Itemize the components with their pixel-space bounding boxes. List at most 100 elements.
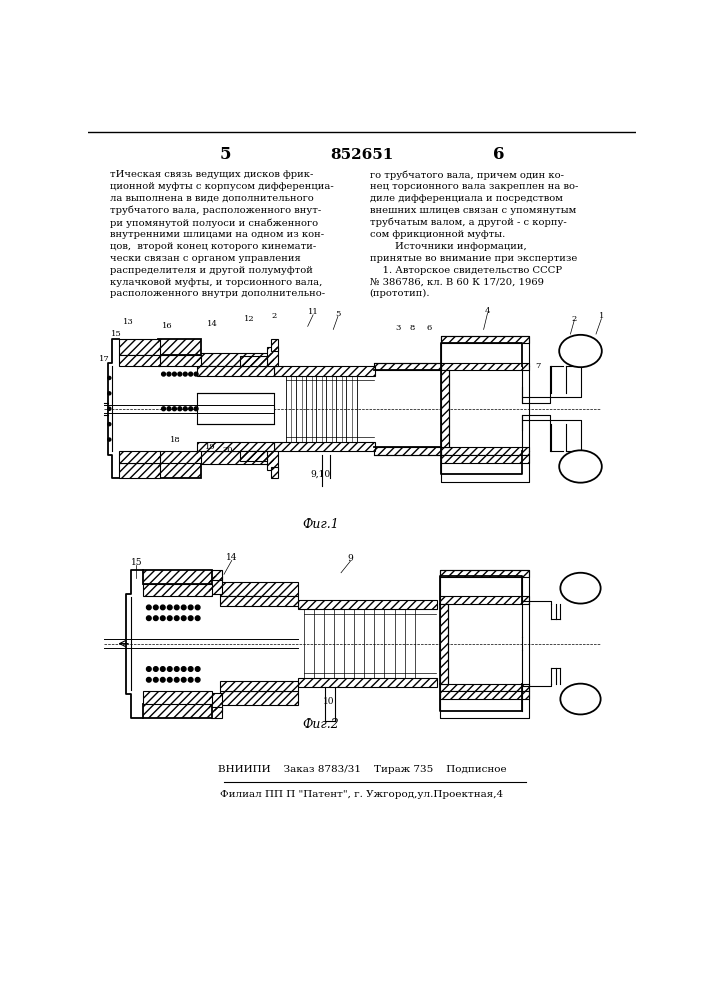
Circle shape (160, 677, 165, 682)
Text: 10: 10 (323, 697, 334, 706)
Bar (240, 356, 267, 366)
Circle shape (167, 372, 171, 376)
Bar (143, 584, 212, 596)
Text: 6: 6 (427, 324, 432, 332)
Bar (298, 600, 437, 609)
Bar (143, 704, 212, 718)
Circle shape (153, 605, 158, 610)
Bar (197, 353, 274, 366)
Bar (119, 355, 160, 366)
Text: го трубчатого вала, причем один ко-
нец торсионного вала закреплен на во-
диле д: го трубчатого вала, причем один ко- нец … (370, 170, 578, 298)
Circle shape (173, 372, 176, 376)
Circle shape (146, 616, 151, 620)
Circle shape (195, 605, 200, 610)
Circle shape (188, 616, 193, 620)
Text: 14: 14 (207, 320, 218, 328)
Bar (440, 684, 529, 691)
Bar (440, 570, 529, 577)
Bar (119, 463, 160, 478)
Circle shape (146, 667, 151, 671)
Text: 9,10: 9,10 (311, 470, 331, 479)
Circle shape (162, 372, 165, 376)
Bar (373, 447, 441, 455)
Text: 15: 15 (111, 330, 122, 338)
Bar (119, 451, 160, 463)
Bar (158, 355, 201, 366)
Bar (440, 691, 529, 699)
Text: тИческая связь ведущих дисков фрик-
ционной муфты с корпусом дифференциа-
ла вып: тИческая связь ведущих дисков фрик- цион… (110, 170, 334, 298)
Bar (267, 451, 279, 470)
Circle shape (182, 667, 186, 671)
Bar (197, 353, 274, 366)
Text: Фиг.2: Фиг.2 (303, 718, 339, 731)
Bar (143, 570, 212, 584)
Bar (441, 363, 529, 370)
Bar (119, 355, 160, 366)
Bar (441, 336, 529, 343)
Circle shape (160, 616, 165, 620)
Text: 2: 2 (572, 315, 577, 323)
Bar (267, 347, 279, 366)
Bar (441, 455, 529, 463)
Bar (274, 366, 375, 376)
Circle shape (195, 616, 200, 620)
Bar (211, 570, 222, 580)
Text: 16: 16 (162, 322, 173, 330)
Circle shape (183, 372, 187, 376)
Bar (240, 451, 267, 461)
Bar (440, 691, 529, 699)
Bar (220, 582, 298, 596)
Circle shape (182, 605, 186, 610)
Circle shape (168, 605, 172, 610)
Bar (158, 339, 201, 355)
Bar (373, 447, 441, 455)
Circle shape (168, 667, 172, 671)
Bar (220, 596, 298, 606)
Circle shape (175, 677, 179, 682)
Circle shape (188, 677, 193, 682)
Ellipse shape (561, 573, 601, 604)
Circle shape (153, 616, 158, 620)
Bar (158, 451, 201, 463)
Bar (119, 339, 160, 355)
Bar (220, 691, 298, 705)
Circle shape (178, 372, 182, 376)
Bar (197, 451, 274, 464)
Bar (240, 356, 267, 366)
Bar (440, 684, 529, 691)
Text: 12: 12 (244, 315, 255, 323)
Text: 6: 6 (493, 146, 505, 163)
Bar (143, 584, 212, 596)
Bar (143, 691, 212, 704)
Bar (197, 442, 274, 451)
Bar (441, 447, 529, 455)
Ellipse shape (559, 335, 602, 367)
Bar (209, 693, 223, 711)
Bar (440, 596, 529, 604)
Text: 17: 17 (98, 355, 110, 363)
Bar (271, 339, 279, 351)
Circle shape (153, 677, 158, 682)
Bar (211, 570, 222, 580)
Bar (271, 466, 279, 478)
Circle shape (182, 677, 186, 682)
Circle shape (188, 667, 193, 671)
Bar (441, 370, 449, 447)
Bar (274, 366, 375, 376)
Bar (440, 604, 448, 684)
Ellipse shape (559, 450, 602, 483)
Circle shape (195, 667, 200, 671)
Text: Филиал ПП П "Патент", г. Ужгород,ул.Проектная,4: Филиал ПП П "Патент", г. Ужгород,ул.Прое… (221, 790, 503, 799)
Circle shape (107, 376, 111, 379)
Circle shape (168, 677, 172, 682)
Bar (143, 570, 212, 584)
Bar (440, 604, 448, 684)
Text: 18: 18 (170, 436, 180, 444)
Text: 13: 13 (123, 318, 134, 326)
Text: 9: 9 (347, 554, 354, 563)
Bar (209, 693, 223, 711)
Bar (240, 451, 267, 461)
Circle shape (194, 407, 198, 411)
Bar (158, 339, 201, 355)
Bar (298, 678, 437, 687)
